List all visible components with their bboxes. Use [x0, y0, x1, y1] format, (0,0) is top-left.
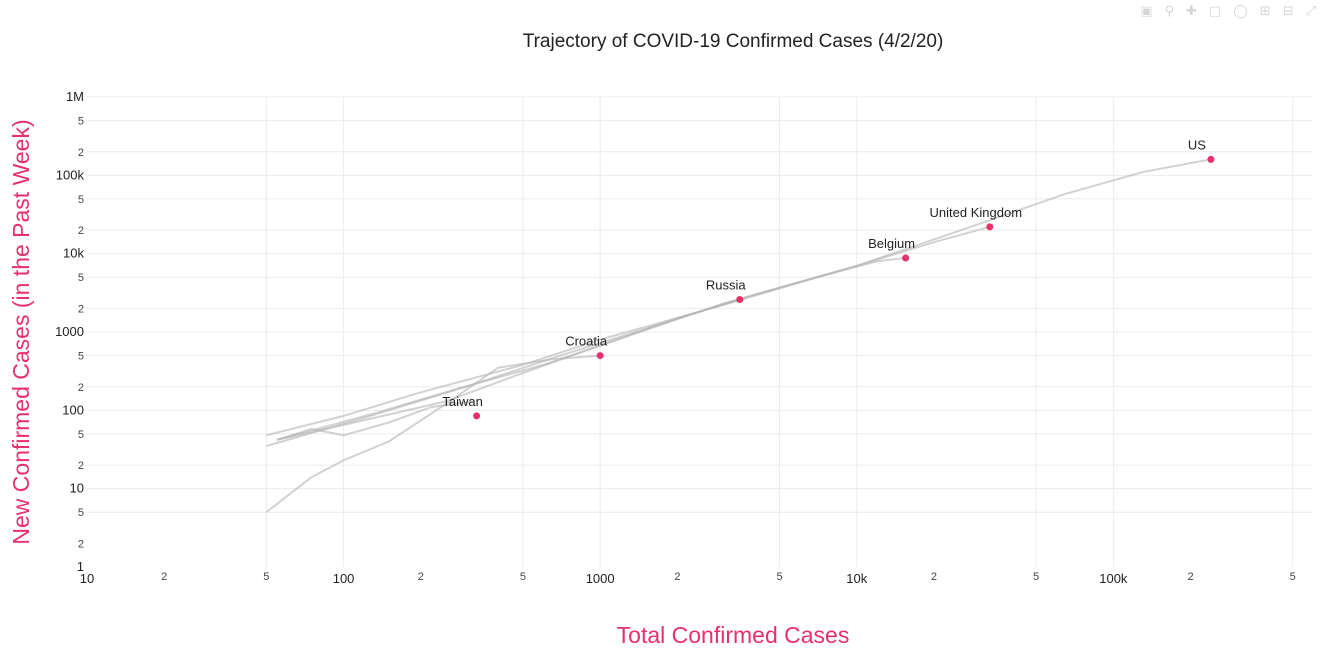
camera-icon[interactable]: ▣ — [1140, 4, 1153, 19]
x-tick-label: 10 — [80, 571, 94, 586]
zoom-icon[interactable]: ⚲ — [1164, 4, 1175, 19]
x-tick-label: 5 — [520, 571, 526, 583]
y-tick-label: 100k — [56, 167, 85, 182]
chart-title: Trajectory of COVID-19 Confirmed Cases (… — [523, 31, 944, 52]
y-tick-label: 5 — [78, 429, 84, 441]
x-tick-label: 1000 — [586, 571, 615, 586]
point-label-us: US — [1188, 137, 1206, 152]
y-tick-label: 10 — [70, 481, 84, 496]
point-russia[interactable] — [736, 295, 744, 303]
point-label-taiwan: Taiwan — [442, 394, 482, 409]
x-tick-label: 5 — [776, 571, 782, 583]
y-axis-title: New Confirmed Cases (in the Past Week) — [8, 119, 34, 544]
point-label-united-kingdom: United Kingdom — [930, 205, 1023, 220]
y-tick-label: 2 — [78, 147, 84, 159]
point-croatia[interactable] — [596, 352, 604, 360]
zoom-out-icon[interactable]: ⊟ — [1282, 4, 1294, 19]
x-tick-label: 10k — [846, 571, 867, 586]
trace-croatia — [265, 354, 601, 513]
x-tick-label: 5 — [263, 571, 269, 583]
y-tick-label: 5 — [78, 272, 84, 284]
chart-modebar: ▣ ⚲ ✚ □ ◯ ⊞ ⊟ ⤢ — [1140, 4, 1316, 19]
y-tick-label: 10k — [63, 246, 84, 261]
point-belgium[interactable] — [902, 254, 910, 262]
y-tick-label: 1M — [66, 89, 84, 104]
trace-russia — [276, 298, 741, 441]
x-tick-label: 5 — [1290, 571, 1296, 583]
autoscale-icon[interactable]: ⤢ — [1305, 4, 1316, 19]
point-taiwan[interactable] — [473, 412, 481, 420]
y-tick-label: 5 — [78, 116, 84, 128]
marker-layer: US United Kingdom Belgium Russia Croatia Taiw… — [442, 137, 1215, 420]
box-select-icon[interactable]: □ — [1208, 4, 1222, 19]
y-tick-label: 2 — [78, 538, 84, 550]
point-us[interactable] — [1207, 155, 1215, 163]
point-label-russia: Russia — [706, 277, 747, 292]
x-tick-label: 2 — [161, 571, 167, 583]
y-tick-label: 2 — [78, 303, 84, 315]
x-tick-label: 100 — [333, 571, 355, 586]
tick-layer: 10 2 5 100 2 5 1000 2 5 10k 2 5 100k 2 5 1 2 5 10 2 5 100 2 5 10… — [55, 89, 1296, 586]
y-tick-label: 1000 — [55, 324, 84, 339]
y-tick-label: 2 — [78, 460, 84, 472]
x-tick-label: 2 — [674, 571, 680, 583]
y-tick-label: 100 — [62, 402, 84, 417]
trace-taiwan — [276, 400, 474, 441]
grid-layer — [87, 96, 1313, 567]
x-tick-label: 100k — [1099, 571, 1128, 586]
x-axis-title: Total Confirmed Cases — [617, 622, 850, 648]
pan-icon[interactable]: ✚ — [1186, 4, 1197, 19]
x-tick-label: 2 — [418, 571, 424, 583]
point-label-belgium: Belgium — [868, 236, 915, 251]
y-tick-label: 2 — [78, 382, 84, 394]
y-tick-label: 5 — [78, 351, 84, 363]
x-tick-label: 5 — [1033, 571, 1039, 583]
trace-layer — [265, 158, 1212, 513]
y-tick-label: 5 — [78, 507, 84, 519]
y-tick-label: 2 — [78, 225, 84, 237]
x-tick-label: 2 — [1188, 571, 1194, 583]
y-tick-label: 1 — [77, 559, 84, 574]
zoom-in-icon[interactable]: ⊞ — [1259, 4, 1271, 19]
lasso-icon[interactable]: ◯ — [1233, 4, 1248, 19]
y-tick-label: 5 — [78, 194, 84, 206]
point-label-croatia: Croatia — [565, 334, 608, 349]
point-united-kingdom[interactable] — [986, 223, 994, 231]
x-tick-label: 2 — [931, 571, 937, 583]
